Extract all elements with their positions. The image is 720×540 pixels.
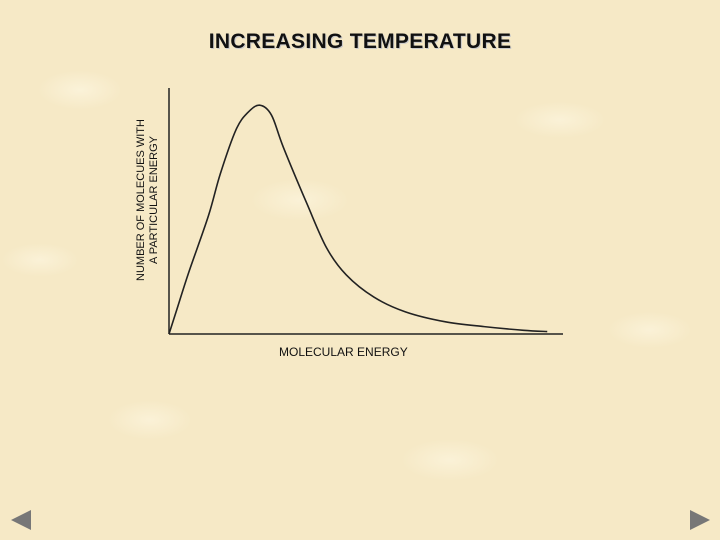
next-slide-icon[interactable]: [690, 510, 710, 530]
x-axis-label: MOLECULAR ENERGY: [279, 345, 408, 359]
series-line: [168, 104, 548, 335]
chart-title: INCREASING TEMPERATURE: [208, 30, 512, 53]
previous-slide-icon[interactable]: [11, 510, 31, 530]
